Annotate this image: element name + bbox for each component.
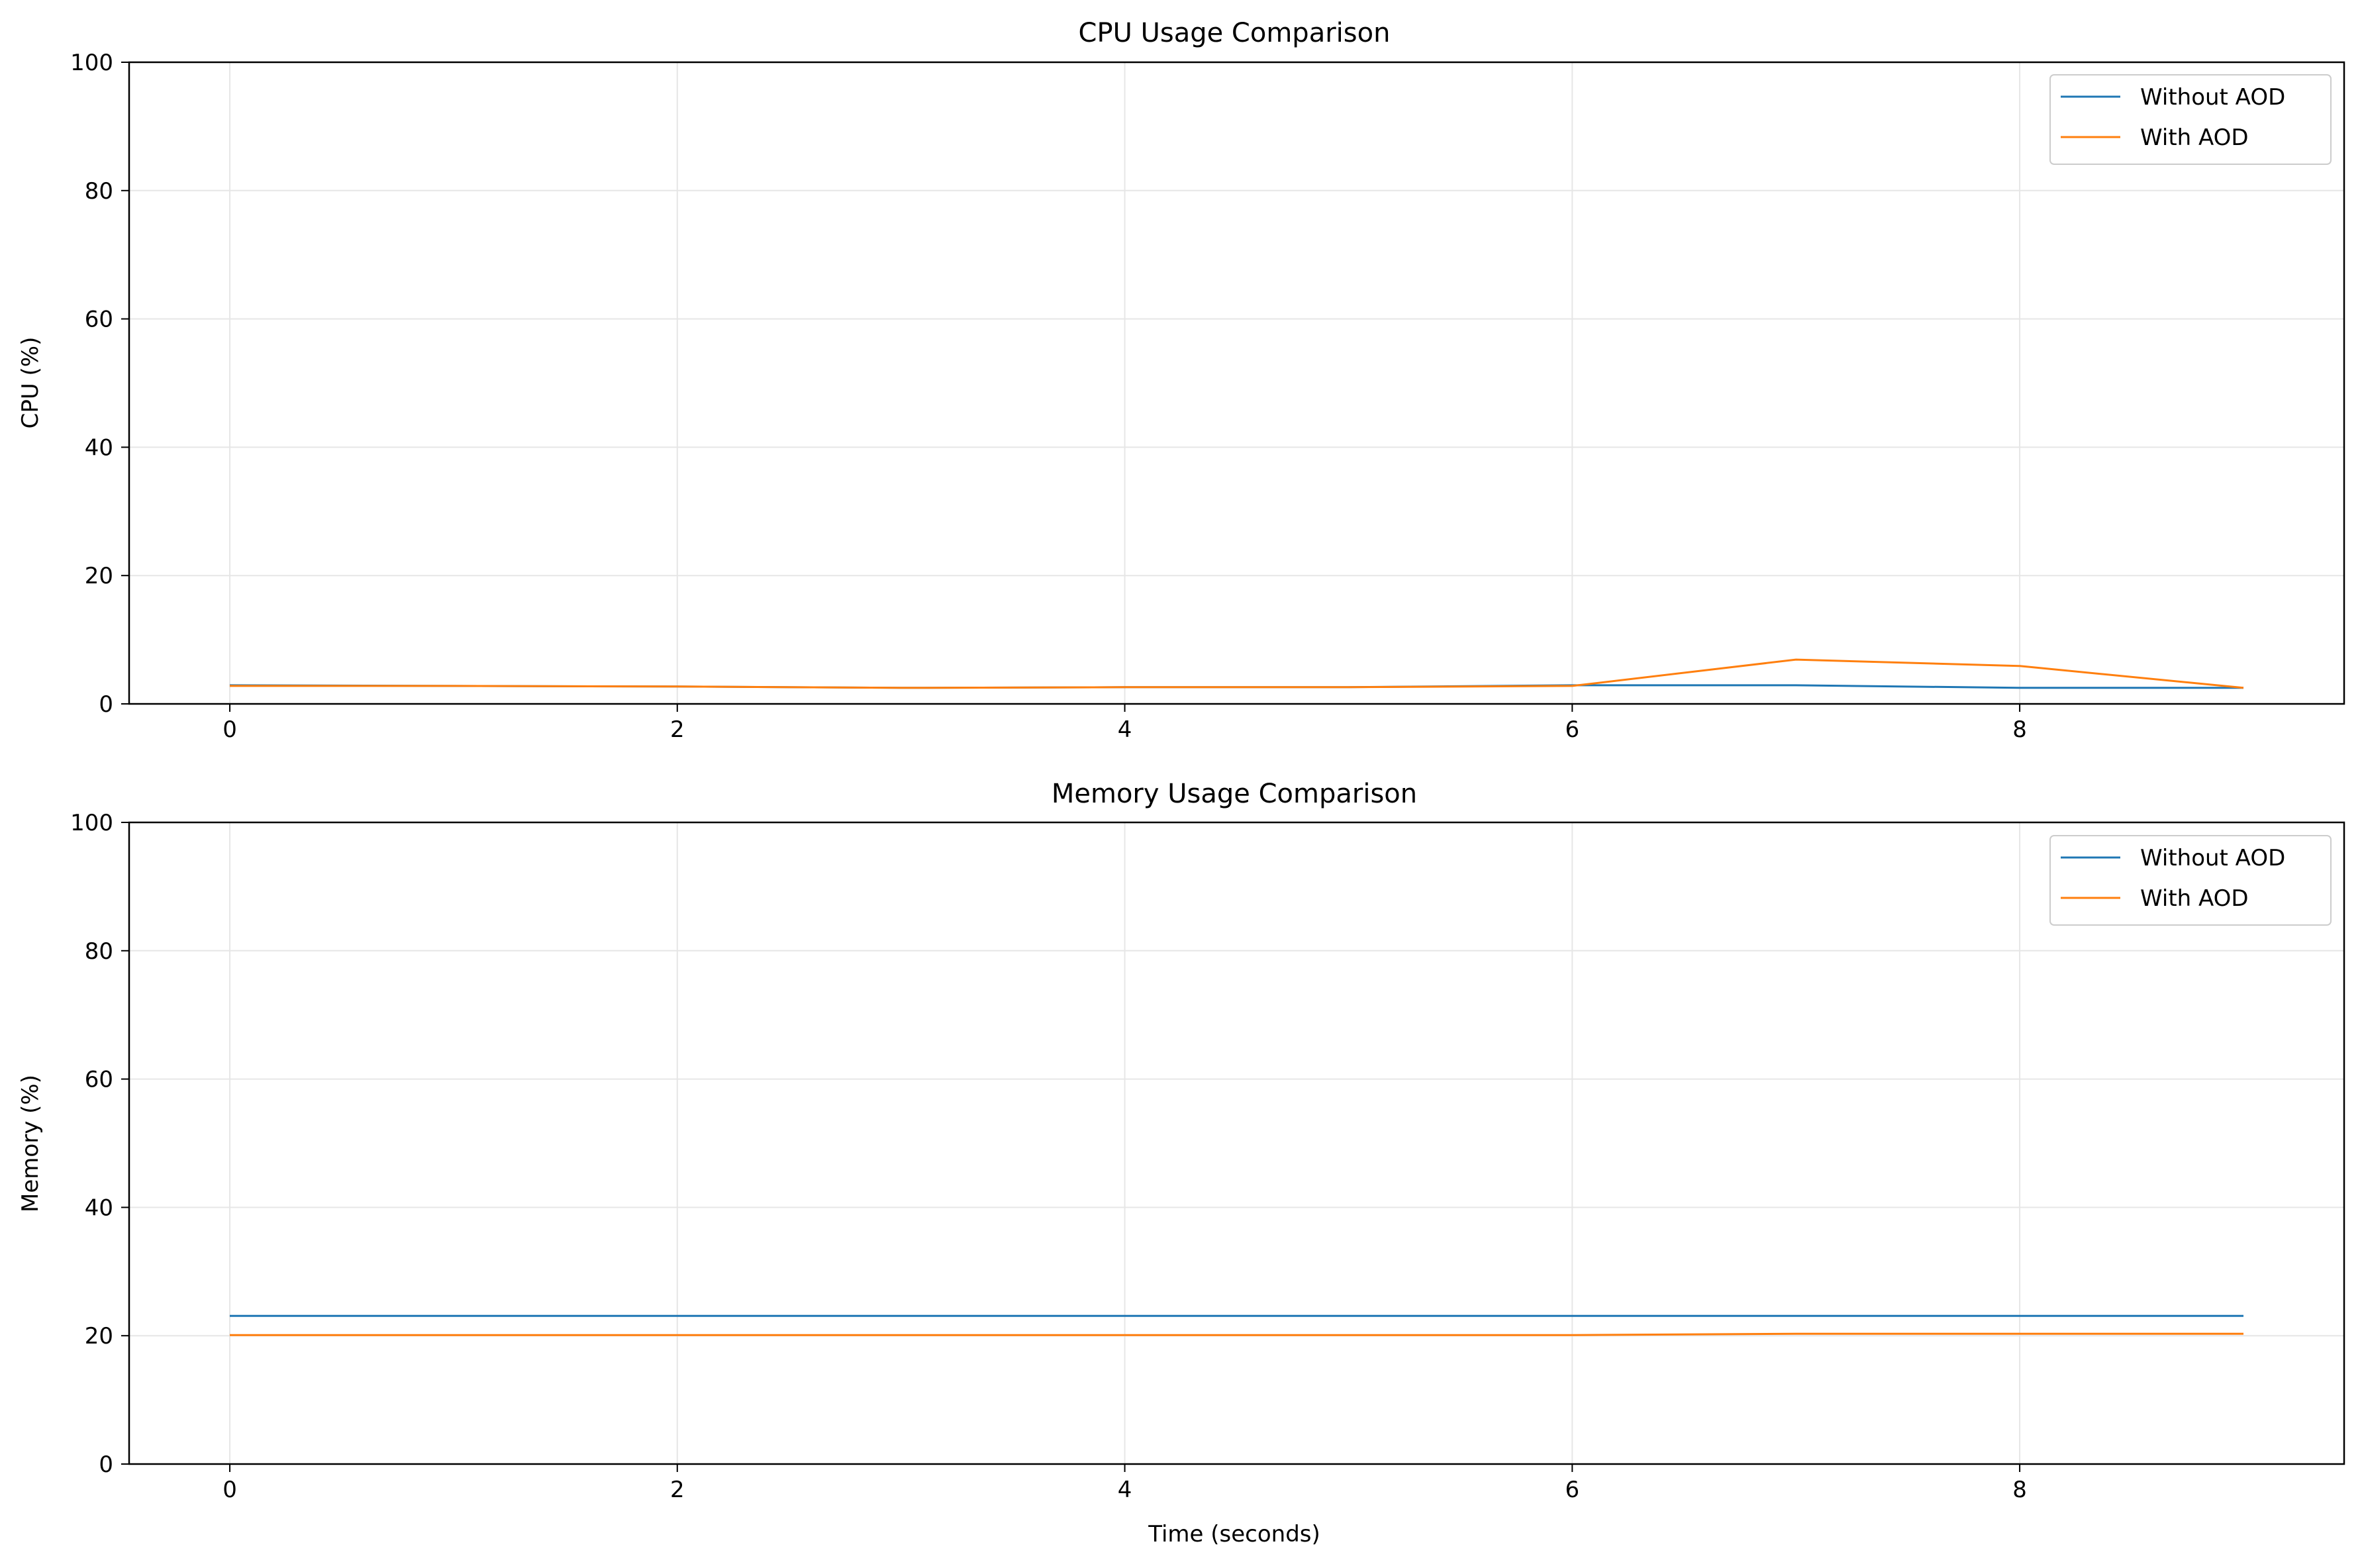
cpu-legend-label-without-aod: Without AOD [2140, 84, 2285, 111]
cpu-y-tick-label: 100 [70, 50, 113, 76]
memory-y-tick-label: 100 [70, 810, 113, 836]
cpu-y-axis-label: CPU (%) [17, 337, 44, 429]
memory-y-tick-label: 0 [99, 1451, 113, 1478]
cpu-series-line-with-aod [230, 658, 2244, 689]
memory-x-tick-label: 2 [670, 1477, 685, 1503]
cpu-chart-title: CPU Usage Comparison [1079, 18, 1391, 48]
memory-y-tick-label: 40 [85, 1195, 113, 1221]
memory-x-axis-label: Time (seconds) [1148, 1521, 1320, 1547]
cpu-legend-label-with-aod: With AOD [2140, 124, 2249, 151]
cpu-x-tick-label: 4 [1118, 716, 1132, 743]
memory-x-tick-label: 6 [1565, 1477, 1579, 1503]
memory-legend: Without AOD With AOD [2049, 835, 2332, 926]
memory-y-axis-label: Memory (%) [17, 1075, 44, 1212]
cpu-axes-frame [128, 61, 2345, 705]
memory-axes-frame [128, 821, 2345, 1465]
cpu-y-tick-label: 80 [85, 178, 113, 205]
cpu-x-tick-label: 8 [2012, 716, 2027, 743]
memory-panel: Memory Usage Comparison Memory (%) Time … [17, 779, 2345, 1547]
memory-x-tick-label: 4 [1118, 1477, 1132, 1503]
memory-legend-label-with-aod: With AOD [2140, 885, 2249, 912]
cpu-y-tick-label: 40 [85, 434, 113, 461]
memory-legend-label-without-aod: Without AOD [2140, 845, 2285, 871]
cpu-y-tick-label: 20 [85, 563, 113, 589]
cpu-legend: Without AOD With AOD [2049, 74, 2332, 165]
cpu-x-tick-label: 0 [222, 716, 237, 743]
cpu-x-tick-label: 2 [670, 716, 685, 743]
memory-chart-title: Memory Usage Comparison [1052, 779, 1417, 809]
cpu-y-tick-label: 0 [99, 691, 113, 718]
cpu-x-tick-label: 6 [1565, 716, 1579, 743]
cpu-y-tick-label: 60 [85, 307, 113, 333]
memory-y-tick-label: 20 [85, 1323, 113, 1349]
memory-y-tick-label: 60 [85, 1067, 113, 1093]
memory-x-tick-label: 8 [2012, 1477, 2027, 1503]
memory-y-tick-label: 80 [85, 938, 113, 965]
memory-series-line-with-aod [230, 1332, 2243, 1336]
memory-x-tick-label: 0 [222, 1477, 237, 1503]
cpu-panel: CPU Usage Comparison CPU (%) 0 2 4 6 8020406… [17, 18, 2345, 743]
